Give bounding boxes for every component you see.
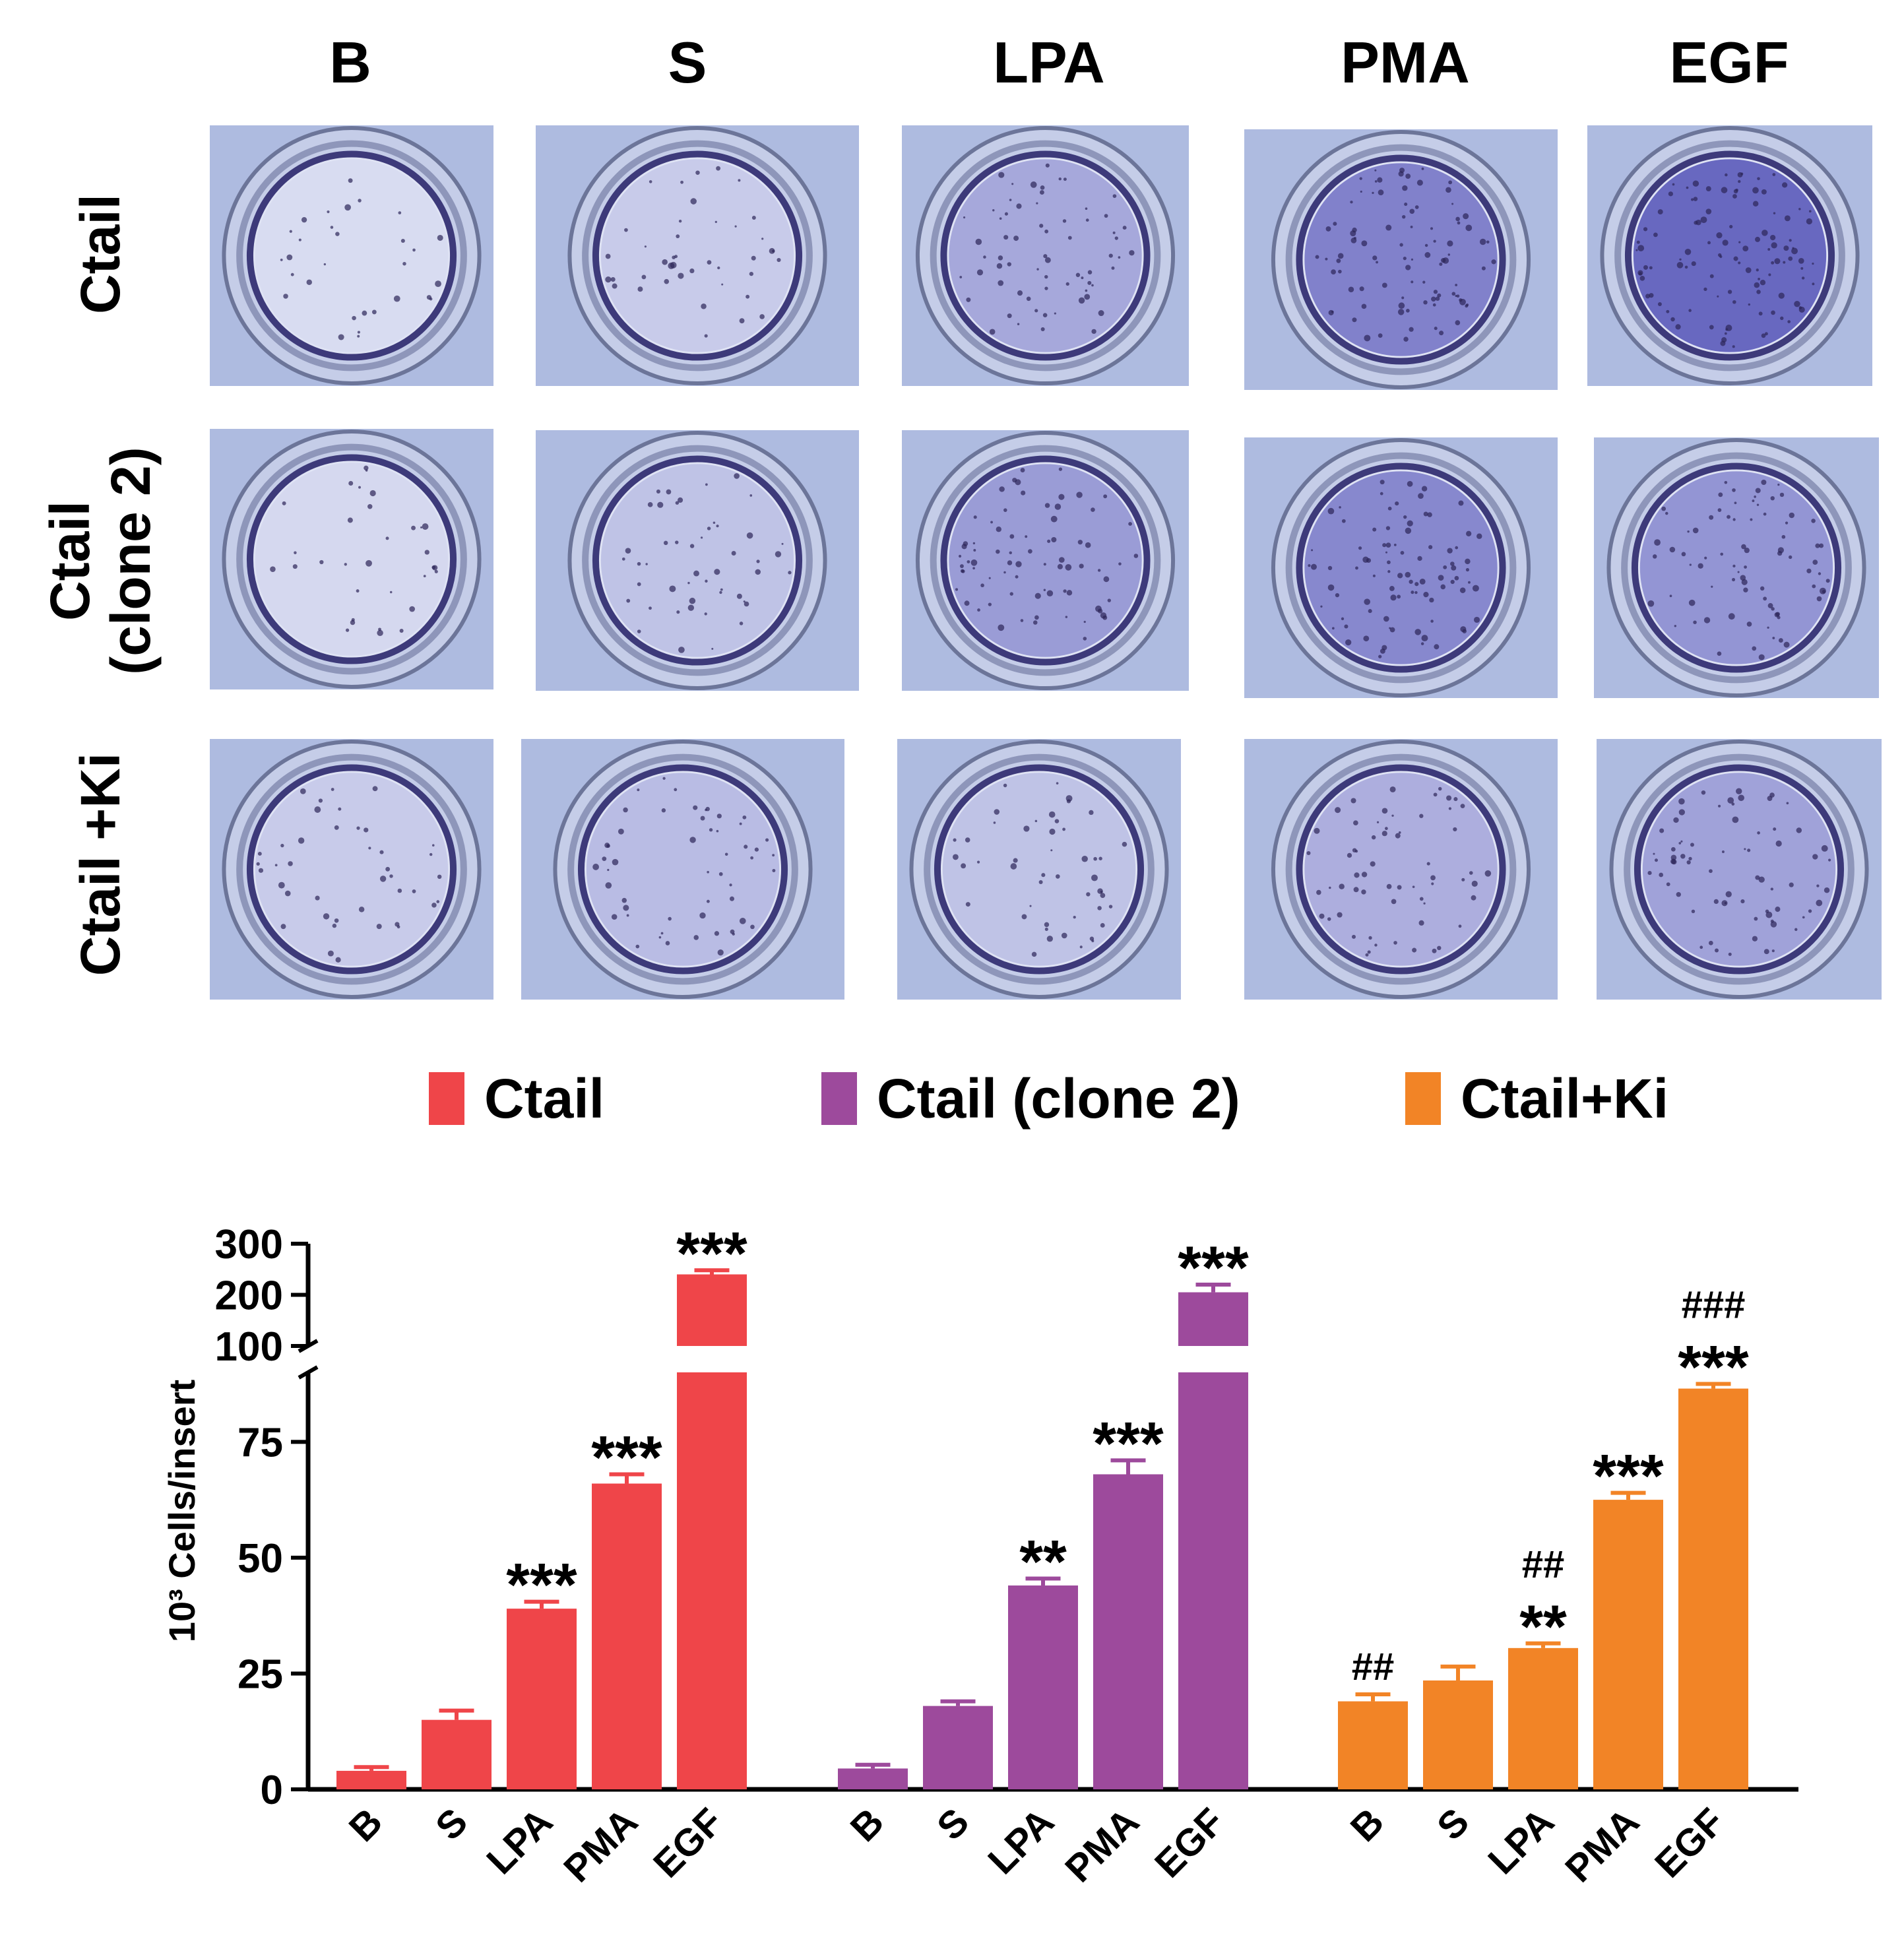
y-axis-break-mark bbox=[298, 1365, 319, 1380]
significance-stars: ** bbox=[1019, 1528, 1067, 1595]
y-tick-label: 0 bbox=[261, 1768, 283, 1813]
bar-ctail-clone-2-s bbox=[923, 1706, 993, 1789]
legend-swatch-ctail-clone-2 bbox=[821, 1072, 857, 1125]
significance-hashes: ## bbox=[1352, 1646, 1395, 1688]
x-tick-label: S bbox=[1429, 1800, 1477, 1848]
bar-ctail-clone-2-egf bbox=[1178, 1372, 1248, 1789]
well-photo-r1-egf bbox=[1587, 125, 1872, 386]
well-photo-r3-pma bbox=[1244, 739, 1558, 1000]
bar-ctail-egf-upper bbox=[677, 1274, 747, 1346]
well-photo-r3-s bbox=[521, 739, 844, 1000]
well-photo-r3-egf bbox=[1597, 739, 1882, 1000]
well-photo-r1-b bbox=[210, 125, 493, 386]
column-title-lpa: LPA bbox=[993, 30, 1105, 95]
x-tick-label: B bbox=[1343, 1800, 1393, 1850]
y-tick-label: 75 bbox=[238, 1420, 283, 1465]
legend-label-ctail-ki: Ctail+Ki bbox=[1461, 1068, 1669, 1130]
legend-swatch-ctail bbox=[429, 1072, 464, 1125]
y-tick-label: 300 bbox=[215, 1222, 283, 1267]
bar-ctail-s bbox=[422, 1719, 492, 1789]
legend-item-ctail-clone-2: Ctail (clone 2) bbox=[821, 1069, 1240, 1128]
x-tick-label: LPA bbox=[980, 1800, 1062, 1882]
significance-stars: *** bbox=[1093, 1410, 1164, 1477]
bar-ctail-clone-2-pma bbox=[1093, 1474, 1163, 1789]
y-tick-label: 25 bbox=[238, 1651, 283, 1697]
legend-item-ctail-ki: Ctail+Ki bbox=[1405, 1069, 1668, 1128]
legend-swatch-ctail-ki bbox=[1405, 1072, 1441, 1125]
bar-ctail-clone-2-lpa bbox=[1008, 1585, 1078, 1789]
well-photo-r2-egf bbox=[1594, 437, 1879, 698]
x-tick-label: PMA bbox=[555, 1800, 646, 1890]
x-tick-label: LPA bbox=[1480, 1800, 1562, 1882]
legend-label-ctail: Ctail bbox=[484, 1068, 605, 1130]
bar-ctail-pma bbox=[592, 1483, 662, 1789]
well-photo-r3-lpa bbox=[897, 739, 1181, 1000]
column-title-egf: EGF bbox=[1669, 30, 1789, 95]
x-tick-label: PMA bbox=[1057, 1800, 1147, 1890]
significance-hashes: ## bbox=[1522, 1543, 1565, 1586]
y-tick-label: 200 bbox=[215, 1273, 283, 1319]
well-photo-r2-s bbox=[536, 430, 859, 691]
bar-ctail-ki-b bbox=[1338, 1701, 1408, 1789]
significance-stars: *** bbox=[676, 1220, 747, 1287]
well-photo-r2-b bbox=[210, 429, 493, 689]
well-photo-r1-s bbox=[536, 125, 859, 386]
bar-ctail-ki-lpa bbox=[1508, 1647, 1578, 1789]
bar-ctail-clone-2-b bbox=[838, 1768, 908, 1789]
well-photo-r1-pma bbox=[1244, 129, 1558, 390]
legend-label-ctail-clone-2: Ctail (clone 2) bbox=[877, 1068, 1240, 1130]
significance-stars: *** bbox=[1593, 1443, 1664, 1510]
y-tick-label: 50 bbox=[238, 1536, 283, 1582]
significance-hashes: ### bbox=[1682, 1284, 1746, 1327]
column-title-s: S bbox=[668, 30, 707, 95]
bar-ctail-ki-s bbox=[1423, 1680, 1493, 1789]
column-title-pma: PMA bbox=[1341, 30, 1470, 95]
well-photo-r3-b bbox=[210, 739, 493, 1000]
bar-ctail-b bbox=[336, 1770, 406, 1789]
significance-stars: *** bbox=[1178, 1234, 1249, 1302]
x-tick-label: B bbox=[842, 1800, 893, 1850]
y-axis-label: 10³ Cells/insert bbox=[161, 1380, 203, 1642]
y-tick-label: 100 bbox=[215, 1324, 283, 1370]
x-tick-label: EGF bbox=[1647, 1800, 1732, 1886]
well-photo-r2-pma bbox=[1244, 437, 1558, 698]
well-photo-r1-lpa bbox=[902, 125, 1189, 386]
bar-ctail-ki-pma bbox=[1593, 1500, 1663, 1789]
legend-item-ctail: Ctail bbox=[429, 1069, 604, 1128]
bar-ctail-ki-egf bbox=[1678, 1388, 1748, 1789]
column-title-b: B bbox=[329, 30, 371, 95]
significance-stars: *** bbox=[591, 1424, 662, 1491]
well-photo-r2-lpa bbox=[902, 430, 1189, 691]
significance-stars: ** bbox=[1519, 1593, 1567, 1661]
x-tick-label: S bbox=[929, 1800, 977, 1848]
significance-stars: *** bbox=[1678, 1334, 1749, 1401]
bar-ctail-lpa bbox=[507, 1609, 577, 1789]
x-tick-label: PMA bbox=[1557, 1800, 1647, 1890]
bar-ctail-egf bbox=[677, 1372, 747, 1789]
x-tick-label: EGF bbox=[645, 1800, 731, 1886]
x-tick-label: S bbox=[428, 1800, 476, 1848]
x-tick-label: LPA bbox=[478, 1800, 561, 1882]
x-tick-label: EGF bbox=[1147, 1800, 1232, 1886]
bar-ctail-clone-2-egf-upper bbox=[1178, 1292, 1248, 1346]
chart-legend: Ctail Ctail (clone 2) Ctail+Ki bbox=[0, 1049, 1904, 1141]
x-tick-label: B bbox=[341, 1800, 391, 1850]
significance-stars: *** bbox=[506, 1552, 577, 1619]
